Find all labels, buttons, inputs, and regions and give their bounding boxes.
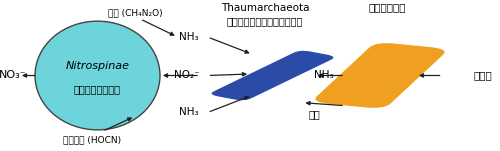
Text: NH₃: NH₃ [314, 71, 334, 80]
FancyBboxPatch shape [212, 51, 334, 100]
Text: 従属栄養細菌: 従属栄養細菌 [369, 3, 406, 13]
Text: NO₂⁻: NO₂⁻ [174, 71, 200, 80]
Text: 有機物: 有機物 [473, 71, 492, 80]
Text: （アンモニア酸化アーキア）: （アンモニア酸化アーキア） [227, 16, 303, 26]
Text: （亜硕酸酸化菌）: （亜硕酸酸化菌） [74, 84, 121, 94]
Text: シアン酸 (HOCN): シアン酸 (HOCN) [64, 135, 122, 144]
Text: Thaumarchaeota: Thaumarchaeota [221, 3, 309, 13]
FancyBboxPatch shape [316, 43, 444, 108]
Ellipse shape [35, 21, 160, 130]
Text: NO₃⁻: NO₃⁻ [0, 71, 26, 80]
Text: Nitrospinae: Nitrospinae [66, 61, 130, 71]
Text: 尿素 (CH₄N₂O): 尿素 (CH₄N₂O) [108, 8, 162, 17]
Text: NH₃: NH₃ [179, 108, 199, 117]
Text: NH₃: NH₃ [179, 32, 199, 42]
Text: 尿素: 尿素 [309, 109, 321, 119]
